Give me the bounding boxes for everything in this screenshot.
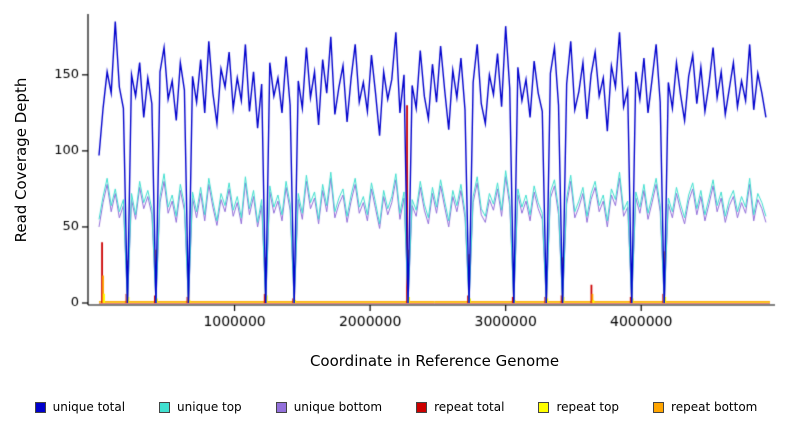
legend-item-repeat-total: repeat total [416, 400, 504, 414]
legend-label-unique-bottom: unique bottom [293, 400, 383, 414]
legend-swatch-unique-bottom [275, 401, 287, 413]
legend-swatch-repeat-top [538, 401, 550, 413]
legend-label-repeat-bottom: repeat bottom [671, 400, 758, 414]
y-axis-title: Read Coverage Depth [12, 77, 30, 243]
legend-label-repeat-total: repeat total [434, 400, 505, 414]
legend-label-unique-total: unique total [52, 400, 126, 414]
legend-item-unique-bottom: unique bottom [275, 400, 383, 414]
legend-swatch-repeat-total [416, 401, 428, 413]
legend-item-unique-total: unique total [34, 400, 126, 414]
x-axis-title: Coordinate in Reference Genome [309, 352, 560, 370]
chart-legend: unique total unique top unique bottom re… [0, 400, 792, 414]
legend-label-repeat-top: repeat top [556, 400, 620, 414]
legend-item-repeat-top: repeat top [538, 400, 619, 414]
legend-item-unique-top: unique top [159, 400, 242, 414]
legend-swatch-unique-total [34, 401, 46, 413]
chart-canvas [0, 0, 792, 345]
legend-label-unique-top: unique top [177, 400, 242, 414]
legend-swatch-unique-top [159, 401, 171, 413]
legend-swatch-repeat-bottom [653, 401, 665, 413]
legend-item-repeat-bottom: repeat bottom [653, 400, 757, 414]
